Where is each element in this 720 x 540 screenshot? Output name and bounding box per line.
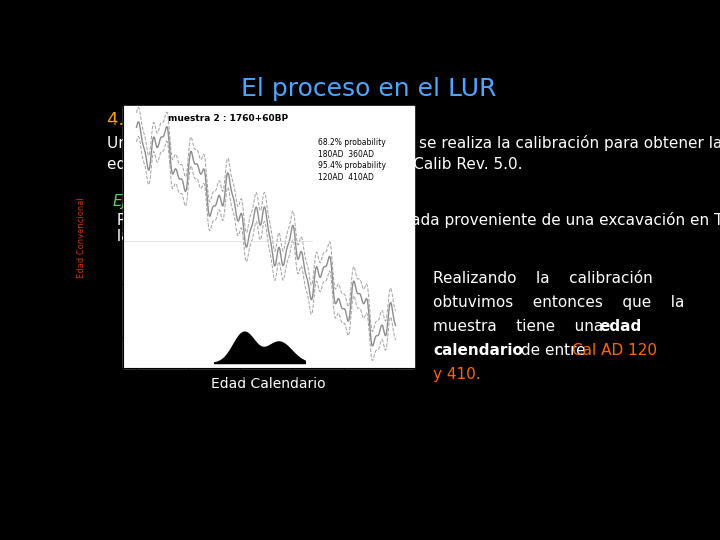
Text: Edad Calendario: Edad Calendario <box>211 377 326 392</box>
FancyBboxPatch shape <box>124 106 414 368</box>
Text: la edad convencional es de: la edad convencional es de <box>112 229 331 244</box>
Text: 1760 ± 60 BP.: 1760 ± 60 BP. <box>270 229 377 244</box>
Text: obtuvimos    entonces    que    la: obtuvimos entonces que la <box>433 295 685 310</box>
Text: Cal AD 120: Cal AD 120 <box>572 343 657 358</box>
Text: 4. Cálculo de la edad: 4. Cálculo de la edad <box>107 111 297 129</box>
Text: muestra 2 : 1760+60BP: muestra 2 : 1760+60BP <box>168 114 288 123</box>
Text: Ejemplo:: Ejemplo: <box>112 194 179 208</box>
Text: y 410.: y 410. <box>433 367 481 382</box>
Text: muestra    tiene    una: muestra tiene una <box>433 319 623 334</box>
Text: calendario: calendario <box>433 343 523 358</box>
Text: Para una muestra de madera carbonizada proveniente de una excavación en Teotihua: Para una muestra de madera carbonizada p… <box>112 212 720 228</box>
Text: edad: edad <box>600 319 642 334</box>
Y-axis label: Edad Convencional: Edad Convencional <box>77 197 86 278</box>
Text: de entre: de entre <box>516 343 590 358</box>
Text: Realizando    la    calibración: Realizando la calibración <box>433 271 653 286</box>
Text: 68.2% probability
180AD  360AD
95.4% probability
120AD  410AD: 68.2% probability 180AD 360AD 95.4% prob… <box>318 138 386 182</box>
Text: Una vez calculada la edad convencional se realiza la calibración para obtener la: Una vez calculada la edad convencional s… <box>107 136 720 172</box>
Text: El proceso en el LUR: El proceso en el LUR <box>241 77 497 102</box>
